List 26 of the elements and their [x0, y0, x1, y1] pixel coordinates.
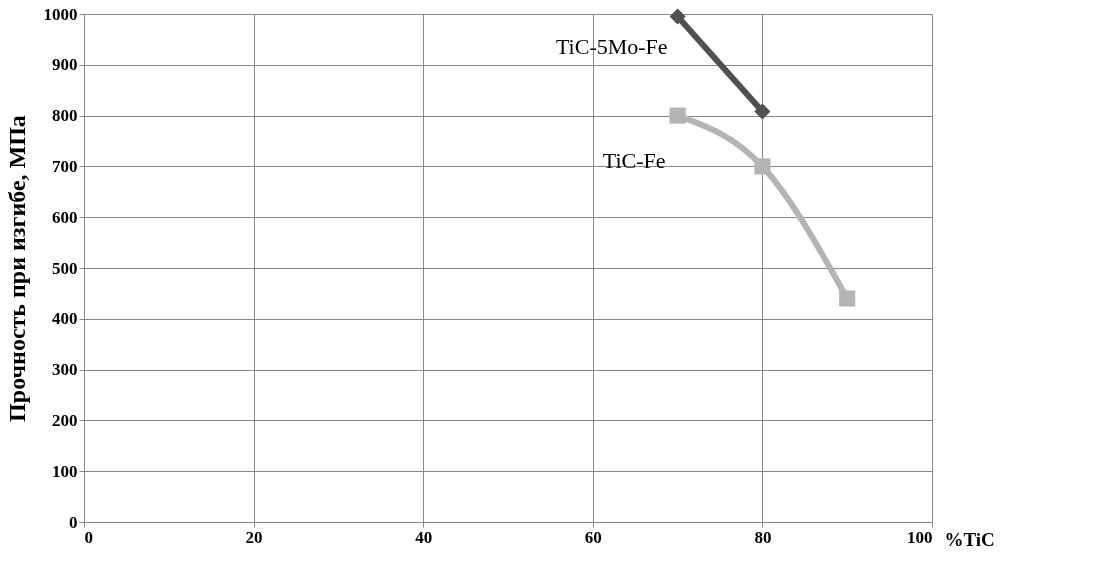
point — [839, 290, 856, 307]
y-tick-label: 900 — [52, 55, 78, 75]
x-axis-title: %TiC — [944, 528, 995, 550]
x-tick-label: 100 — [907, 527, 933, 547]
y-tick-label: 400 — [52, 309, 78, 329]
point — [669, 107, 686, 124]
x-tick-label: 40 — [415, 527, 433, 547]
x-tick-label: 20 — [245, 527, 263, 547]
y-tick-label: 1000 — [43, 4, 78, 24]
y-tick-label: 100 — [52, 461, 78, 481]
y-tick-label: 0 — [69, 512, 78, 532]
point — [754, 103, 771, 120]
series-label: TiC-Fe — [602, 147, 666, 173]
series-label: TiC-5Mo-Fe — [555, 33, 668, 59]
y-tick-label: 600 — [52, 207, 78, 227]
x-tick-label: 60 — [584, 527, 602, 547]
x-tick-label: 80 — [754, 527, 772, 547]
y-tick-label: 500 — [52, 258, 78, 278]
y-tick-label: 800 — [52, 106, 78, 126]
y-tick-label: 700 — [52, 156, 78, 176]
y-axis-title: Прочность при изгибе, МПа — [3, 115, 30, 422]
point — [754, 158, 771, 175]
y-tick-label: 200 — [52, 410, 78, 430]
y-tick-label: 300 — [52, 360, 78, 380]
point — [669, 8, 686, 25]
x-tick-label: 0 — [84, 527, 93, 547]
